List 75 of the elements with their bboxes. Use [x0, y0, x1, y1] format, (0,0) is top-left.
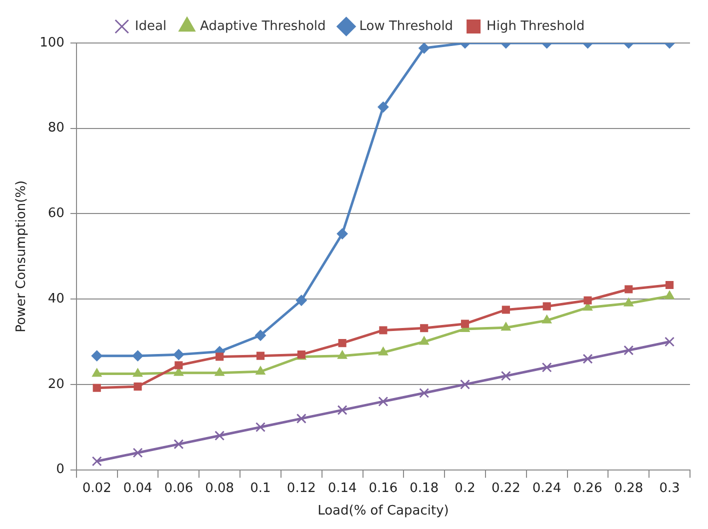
- y-axis-title: Power Consumption(%): [14, 180, 30, 332]
- y-tick-label: 60: [48, 206, 64, 222]
- point: [173, 349, 184, 360]
- x-tick-label: 0.04: [123, 480, 152, 496]
- point: [664, 290, 674, 300]
- y-tick-label: 20: [48, 376, 64, 392]
- point: [666, 280, 674, 290]
- point: [256, 352, 265, 360]
- x-tick-label: 0.12: [286, 480, 316, 496]
- x-tick-label: 0.08: [205, 480, 234, 496]
- x-tick-label: 0.14: [328, 480, 357, 496]
- point: [418, 43, 430, 54]
- point: [542, 314, 552, 324]
- point: [500, 370, 511, 381]
- point: [336, 228, 348, 240]
- point: [420, 324, 428, 332]
- point: [501, 322, 511, 331]
- point: [338, 339, 346, 348]
- point: [92, 384, 101, 392]
- legend-label: Ideal: [134, 18, 167, 34]
- x-tick-label: 0.18: [410, 480, 439, 496]
- legend-label: Adaptive Threshold: [200, 18, 326, 34]
- point: [174, 361, 183, 370]
- point: [337, 405, 348, 416]
- point: [378, 102, 389, 113]
- x-tick-label: 0.16: [368, 480, 398, 496]
- x-axis-title: Load(% of Capacity): [318, 504, 449, 519]
- point: [542, 302, 551, 310]
- point: [296, 294, 307, 306]
- point: [214, 367, 224, 376]
- legend-label: Low Threshold: [359, 18, 454, 34]
- point: [255, 422, 266, 432]
- y-tick-label: 100: [40, 35, 64, 50]
- point: [337, 350, 348, 359]
- point: [624, 285, 633, 294]
- point: [214, 430, 225, 441]
- point: [132, 368, 143, 377]
- x-tick-label: 0.24: [532, 480, 562, 496]
- point: [216, 352, 224, 361]
- point: [379, 326, 388, 334]
- point: [378, 396, 388, 407]
- point: [419, 388, 430, 398]
- point: [92, 368, 102, 377]
- x-tick-label: 0.1: [250, 480, 271, 496]
- point: [582, 354, 593, 364]
- point: [174, 439, 184, 450]
- point: [542, 362, 552, 372]
- point: [256, 366, 266, 375]
- x-tick-label: 0.2: [454, 480, 476, 496]
- legend-label: High Threshold: [486, 18, 585, 34]
- point: [664, 336, 675, 347]
- point: [460, 379, 470, 390]
- point: [91, 350, 102, 362]
- y-tick-label: 80: [48, 120, 64, 136]
- y-tick-label: 0: [56, 462, 64, 478]
- point: [502, 306, 510, 314]
- point: [296, 414, 306, 424]
- point: [624, 298, 634, 306]
- point: [134, 382, 142, 391]
- y-tick-label: 40: [48, 291, 64, 306]
- point: [132, 350, 144, 362]
- point: [584, 296, 592, 304]
- x-tick-label: 0.02: [82, 480, 112, 496]
- point: [132, 448, 143, 458]
- point: [419, 336, 429, 345]
- point: [378, 346, 388, 356]
- point: [460, 320, 470, 328]
- x-tick-label: 0.06: [164, 480, 194, 496]
- point: [624, 345, 634, 356]
- point: [254, 330, 266, 341]
- x-tick-label: 0.3: [659, 480, 680, 496]
- x-tick-label: 0.26: [573, 480, 602, 496]
- x-tick-label: 0.28: [614, 480, 644, 496]
- point: [92, 456, 102, 466]
- x-tick-label: 0.22: [491, 480, 520, 496]
